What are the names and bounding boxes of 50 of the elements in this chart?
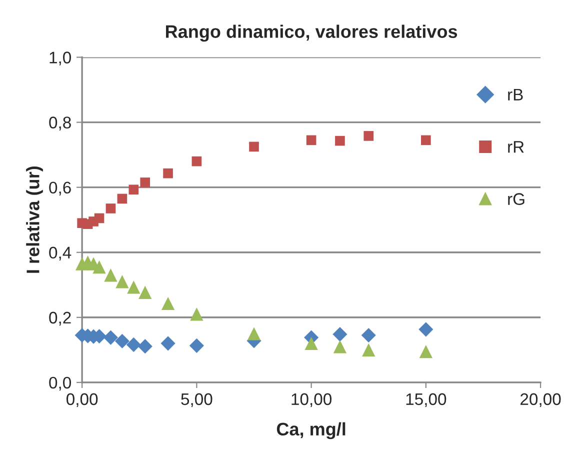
point	[161, 296, 175, 310]
legend-label: rB	[508, 88, 523, 100]
point	[140, 178, 150, 188]
chart-title: Rango dinamico, valores relativos	[166, 24, 458, 42]
point	[304, 336, 318, 350]
point	[163, 168, 173, 178]
point	[127, 280, 140, 294]
point	[421, 135, 431, 146]
point	[94, 213, 104, 224]
point	[306, 135, 316, 146]
x-axis-title: Ca, mg/l	[276, 422, 346, 440]
y-tick-label: 1,0	[50, 52, 72, 66]
y-tick-label: 0,8	[49, 116, 71, 130]
x-tick-label: 0,00	[66, 393, 98, 408]
point	[190, 308, 204, 321]
point	[138, 286, 152, 299]
point	[160, 336, 176, 351]
point	[106, 204, 116, 214]
point	[332, 327, 348, 342]
y-tick-label: 0,6	[49, 182, 71, 196]
point	[104, 268, 118, 282]
point	[128, 184, 139, 195]
point	[192, 156, 202, 166]
legend-label: rG	[508, 193, 524, 205]
y-axis-title: I relativa (ur)	[26, 166, 43, 273]
point	[117, 194, 128, 204]
point	[419, 344, 433, 358]
point	[364, 131, 374, 141]
y-tick-label: 0,4	[49, 246, 72, 261]
y-tick-label: 0,0	[49, 376, 72, 391]
x-tick-label: 5,00	[181, 393, 212, 408]
point	[189, 338, 204, 353]
point	[247, 327, 261, 340]
point	[333, 340, 347, 354]
x-tick-label: 15,00	[406, 393, 446, 408]
x-tick-label: 20,00	[520, 393, 561, 408]
point	[116, 275, 129, 288]
x-tick-label: 10,00	[292, 393, 332, 408]
legend-label: rR	[508, 141, 524, 153]
point	[249, 142, 259, 152]
point	[138, 339, 152, 354]
point	[362, 343, 376, 356]
point	[335, 136, 345, 146]
point	[126, 337, 141, 352]
point	[361, 328, 376, 343]
y-tick-label: 0,2	[49, 312, 71, 326]
point	[92, 260, 106, 274]
point	[418, 322, 434, 337]
point	[103, 330, 118, 345]
point	[114, 334, 130, 348]
